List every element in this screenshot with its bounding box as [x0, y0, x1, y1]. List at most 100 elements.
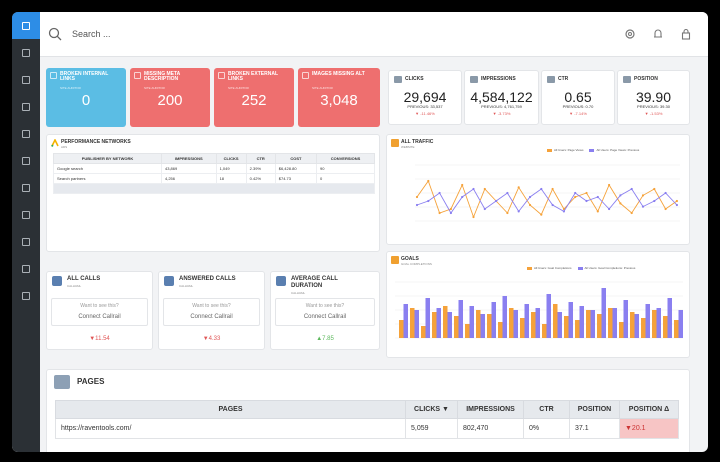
settings-icon[interactable] [12, 282, 40, 309]
chart-icon [50, 72, 57, 79]
data-point [608, 183, 611, 187]
bar [531, 312, 536, 338]
tile-images-missing-alt[interactable]: IMAGES MISSING ALT SITE AUDITOR 3,048 [298, 68, 380, 127]
bell-icon[interactable] [652, 28, 664, 40]
page-url[interactable]: https://raventools.com/ [55, 418, 406, 439]
column-header[interactable]: CLICKS ▼ [405, 400, 458, 419]
callrail-icon [276, 276, 286, 286]
bar [421, 326, 426, 338]
tile-missing-meta-description[interactable]: MISSING META DESCRIPTION SITE AUDITOR 20… [130, 68, 210, 127]
bar [403, 304, 408, 338]
metric-ctr[interactable]: CTR 0.65 PREVIOUS: 0.70 ▼ -7.14% [541, 70, 615, 125]
bar [487, 314, 492, 338]
data-point [517, 210, 520, 213]
legend-label: All Users: Page Views [554, 148, 584, 152]
connect-callrail-link[interactable]: Connect Callrail [303, 314, 347, 320]
pages-card: PAGES PAGES CLICKS ▼ IMPRESSIONS CTR POS… [46, 369, 690, 452]
data-point [415, 203, 419, 207]
connect-box: Want to see this? Connect Callrail [163, 298, 260, 326]
column-header[interactable]: CTR [245, 153, 276, 164]
tile-broken-internal-links[interactable]: BROKEN INTERNAL LINKS SITE AUDITOR 0 [46, 68, 126, 127]
bar [557, 312, 562, 338]
links-icon[interactable] [12, 120, 40, 147]
metric-value: 39.90 [635, 89, 672, 105]
performance-table: PUBLISHER BY NETWORK IMPRESSIONS CLICKS … [53, 153, 375, 194]
top-bar: Search ... [40, 12, 708, 57]
dashboard-icon[interactable] [12, 12, 40, 39]
table-cell: 43,869 [161, 163, 217, 174]
legend-label: All Users: Goal Completions [534, 266, 572, 270]
bar [630, 312, 635, 338]
column-header[interactable]: POSITION Δ [619, 400, 679, 419]
bar [656, 308, 661, 338]
tile-value: 252 [241, 92, 267, 109]
bar [513, 310, 518, 338]
metric-clicks[interactable]: CLICKS 29,694 PREVIOUS: 33,537 ▼ -11.46% [388, 70, 462, 125]
data-point [641, 205, 645, 208]
column-header[interactable]: POSITION [569, 400, 620, 419]
column-header[interactable]: IMPRESSIONS [457, 400, 524, 419]
column-header[interactable]: PUBLISHER BY NETWORK [53, 153, 162, 164]
column-header[interactable]: IMPRESSIONS [161, 153, 217, 164]
column-header[interactable]: COST [274, 153, 318, 164]
ads-icon[interactable] [12, 201, 40, 228]
pages-icon[interactable] [12, 39, 40, 66]
column-header[interactable]: CONVERSIONS [316, 153, 375, 164]
column-header[interactable]: CLICKS [215, 153, 247, 164]
tile-broken-external-links[interactable]: BROKEN EXTERNAL LINKS SITE AUDITOR 252 [214, 68, 294, 127]
average-call-duration-card: AVERAGE CALL DURATION CALLRAIL Want to s… [270, 271, 380, 350]
metric-previous: PREVIOUS: 33,537 [407, 104, 443, 109]
table-row[interactable]: https://raventools.com/ 5,059 802,470 0%… [55, 418, 679, 439]
data-point [472, 187, 475, 191]
social-icon[interactable] [12, 174, 40, 201]
metric-impressions[interactable]: IMPRESSIONS 4,584,122 PREVIOUS: 4,761,75… [464, 70, 539, 125]
metric-previous: PREVIOUS: 0.70 [562, 104, 594, 109]
bar [414, 310, 419, 338]
data-point [506, 211, 509, 215]
connect-callrail-link[interactable]: Connect Callrail [190, 314, 233, 320]
tile-title: IMAGES MISSING ALT [312, 71, 365, 77]
location-icon[interactable] [12, 228, 40, 255]
metric-position[interactable]: POSITION 39.90 PREVIOUS: 39.30 ▼ -1.53% [617, 70, 690, 125]
grid-icon[interactable] [12, 255, 40, 282]
card-subtitle: CALLRAIL [67, 284, 82, 288]
analytics-icon [391, 256, 399, 264]
analytics-icon[interactable] [12, 147, 40, 174]
pages-table: PAGES CLICKS ▼ IMPRESSIONS CTR POSITION … [55, 400, 679, 439]
search-input[interactable]: Search ... [72, 29, 111, 39]
data-point [574, 195, 577, 199]
bar [597, 314, 602, 338]
column-header[interactable]: PAGES [55, 400, 406, 419]
bar [476, 310, 481, 338]
bar [623, 300, 628, 338]
google-ads-icon [51, 139, 59, 147]
connect-callrail-link[interactable]: Connect Callrail [78, 314, 121, 320]
data-point [483, 187, 486, 191]
data-point [495, 199, 498, 203]
table-cell: $6,428.80 [274, 163, 318, 174]
data-point [506, 191, 509, 195]
card-subtitle: CALLRAIL [291, 291, 306, 295]
bar [399, 320, 404, 338]
lock-icon[interactable] [680, 28, 692, 40]
bar [652, 310, 657, 338]
search-tool-icon[interactable] [12, 66, 40, 93]
reports-icon[interactable] [12, 93, 40, 120]
data-point [483, 207, 486, 211]
gear-icon[interactable] [624, 28, 636, 40]
table-cell: 4,256 [161, 173, 217, 184]
column-header[interactable]: CTR [523, 400, 570, 419]
metric-change: ▼ -11.46% [415, 111, 435, 116]
tile-value: 0 [81, 92, 91, 109]
bar [663, 316, 668, 338]
card-title: AVERAGE CALL DURATION [291, 276, 338, 289]
dashboard-content: BROKEN INTERNAL LINKS SITE AUDITOR 0 MIS… [40, 58, 708, 452]
bar [634, 314, 639, 338]
card-subtitle: CALLRAIL [179, 284, 194, 288]
metric-icon [623, 76, 631, 83]
tile-sub: SITE AUDITOR [60, 86, 81, 90]
bar [674, 320, 679, 338]
bar [502, 296, 507, 338]
connect-prompt: Want to see this? [192, 303, 231, 309]
goals-bar-chart [395, 281, 683, 339]
